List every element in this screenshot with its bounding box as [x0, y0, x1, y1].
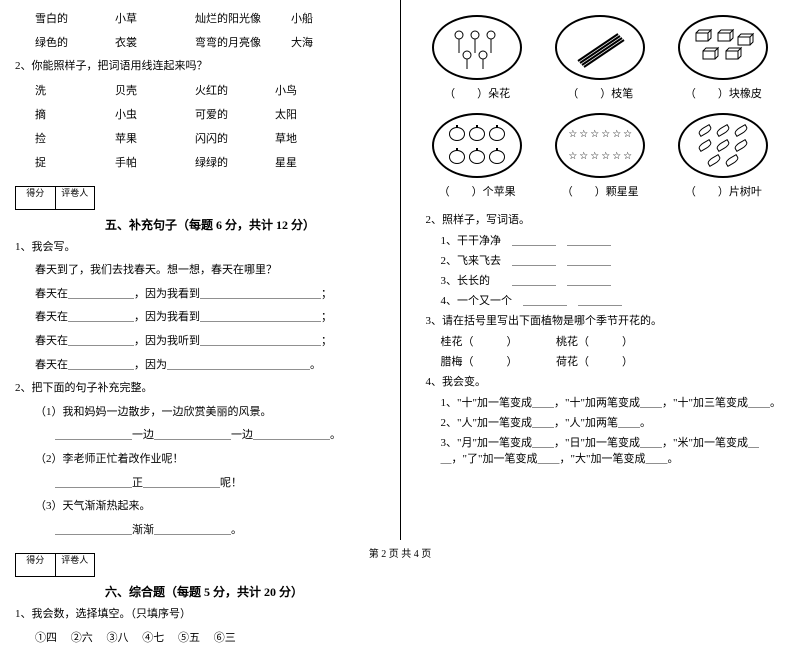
ovals-row2: ☆☆☆☆ ☆☆☆☆ ☆☆☆☆	[416, 113, 786, 178]
q3: 3、请在括号里写出下面植物是哪个季节开花的。	[416, 312, 786, 328]
section6-title: 六、综合题（每题 5 分，共计 20 分）	[105, 583, 385, 600]
pair-row: 雪白的 小草 灿烂的阳光像 小船	[15, 10, 385, 26]
w: 大海	[291, 34, 341, 50]
q2: 2、照样子，写词语。	[416, 211, 786, 227]
score-box: 得分 评卷人	[15, 186, 95, 210]
right-column: （ ）朵花 （ ）枝笔 （ ）块橡皮 ☆☆☆☆ ☆☆☆☆ ☆☆☆☆ （ ）个苹果…	[401, 0, 800, 540]
s5-q2: 2、把下面的句子补充完整。	[15, 380, 385, 398]
w: 绿色的	[35, 34, 85, 50]
w: 灿烂的阳光像	[195, 10, 261, 26]
grader-label: 评卷人	[56, 187, 95, 209]
q2-intro: 2、你能照样子，把词语用线连起来吗？	[15, 58, 385, 76]
left-column: 雪白的 小草 灿烂的阳光像 小船 绿色的 衣裳 弯弯的月亮像 大海 2、你能照样…	[0, 0, 401, 540]
w: 弯弯的月亮像	[195, 34, 261, 50]
apples-oval	[432, 113, 522, 178]
w: 小草	[115, 10, 165, 26]
pencils-oval	[555, 15, 645, 80]
labels-row1: （ ）朵花 （ ）枝笔 （ ）块橡皮	[416, 85, 786, 101]
pair-row: 洗贝壳火红的小鸟	[15, 82, 385, 98]
s5-q1: 1、我会写。	[15, 239, 385, 257]
w: 雪白的	[35, 10, 85, 26]
stars-oval: ☆☆☆☆ ☆☆☆☆ ☆☆☆☆	[555, 113, 645, 178]
score-label: 得分	[16, 187, 56, 209]
page-footer: 第 2 页 共 4 页	[0, 545, 800, 560]
labels-row2: （ ）个苹果 （ ）颗星星 （ ）片树叶	[416, 183, 786, 199]
pair-row: 捉手帕绿绿的星星	[15, 154, 385, 170]
section5-title: 五、补充句子（每题 6 分，共计 12 分）	[105, 216, 385, 233]
s6-q1: 1、我会数，选择填空。（只填序号）	[15, 606, 385, 624]
pair-row: 捡苹果闪闪的草地	[15, 130, 385, 146]
q4: 4、我会变。	[416, 373, 786, 389]
flowers-oval	[432, 15, 522, 80]
pair-row: 绿色的 衣裳 弯弯的月亮像 大海	[15, 34, 385, 50]
w: 小船	[291, 10, 341, 26]
leaves-oval	[678, 113, 768, 178]
pair-row: 摘小虫可爱的太阳	[15, 106, 385, 122]
s5-q1a: 春天到了，我们去找春天。想一想，春天在哪里？	[15, 262, 385, 280]
w: 衣裳	[115, 34, 165, 50]
erasers-oval	[678, 15, 768, 80]
s6-options: ①四 ②六 ③八 ④七 ⑤五 ⑥三	[15, 630, 385, 648]
ovals-row1	[416, 15, 786, 80]
